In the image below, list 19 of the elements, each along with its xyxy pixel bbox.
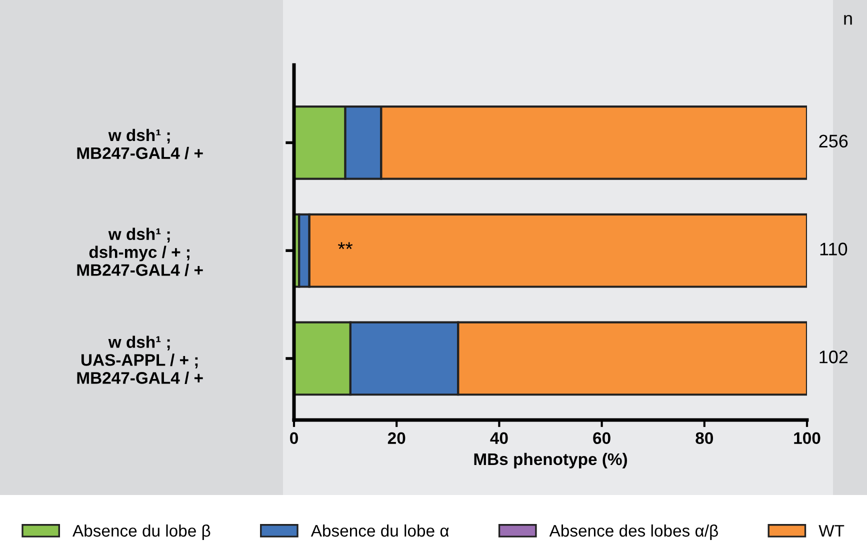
x-tick-label: 20 <box>388 432 406 444</box>
x-tick-label: 60 <box>593 432 610 444</box>
annotation: ** <box>338 242 353 250</box>
legend-label: Absence des lobes α/β <box>549 524 718 540</box>
x-tick-label: 0 <box>290 432 298 444</box>
x-tick-label: 80 <box>696 432 713 444</box>
text: n <box>844 14 852 25</box>
text: 102 <box>820 350 848 364</box>
legend-label: Absence du lobe α <box>310 524 449 537</box>
legend-label: WT <box>818 525 844 537</box>
y-tick-label: w dsh¹ ; MB247-GAL4 / + <box>77 128 203 160</box>
x-axis-title: MBs phenotype (%) <box>474 452 627 468</box>
legend-label: Absence du lobe β <box>72 524 210 540</box>
text: 256 <box>819 134 848 148</box>
x-tick-label: 100 <box>794 432 820 444</box>
x-tick-label: 40 <box>490 432 508 444</box>
y-tick-label: w dsh¹ ; UAS-APPL / + ; MB247-GAL4 / + <box>77 336 203 384</box>
y-tick-label: w dsh¹ ; dsh-myc / + ; MB247-GAL4 / + <box>77 228 203 276</box>
text: 110 <box>820 242 848 256</box>
